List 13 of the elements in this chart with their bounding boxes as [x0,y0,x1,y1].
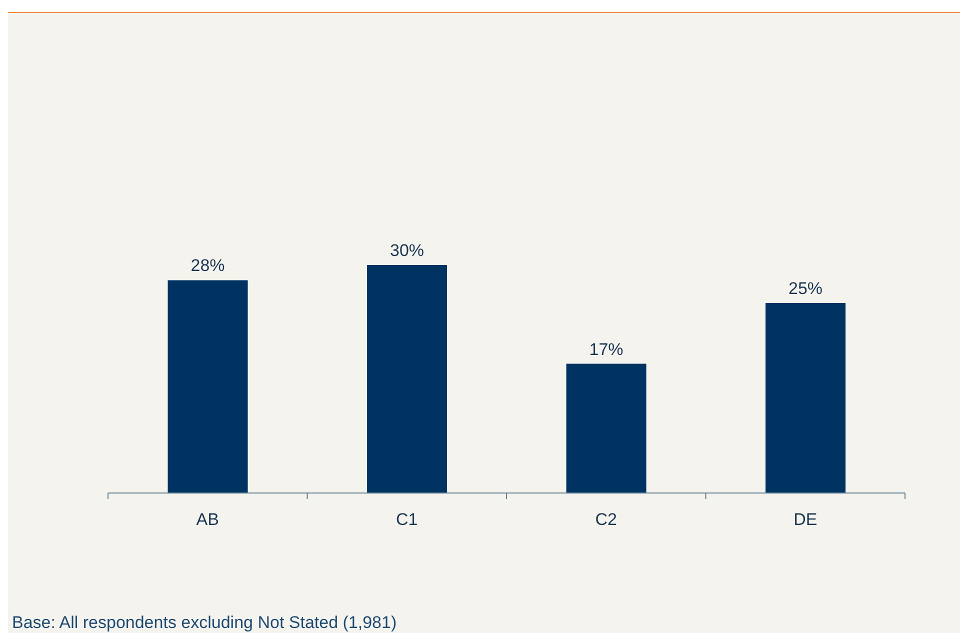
data-label: 30% [390,241,424,260]
x-tick-label: DE [794,510,818,530]
x-tick-label: AB [196,510,219,530]
data-label: 17% [589,340,624,359]
text: Base: All respondents excluding Not Stated (1,981) [12,613,397,633]
bar [367,265,448,493]
bar [168,280,248,493]
x-tick-label: C1 [396,510,418,530]
bar [766,303,846,493]
data-label: 28% [190,256,225,276]
x-tick-label: C2 [595,510,617,530]
bar [566,364,646,493]
data-label: 25% [788,279,823,298]
